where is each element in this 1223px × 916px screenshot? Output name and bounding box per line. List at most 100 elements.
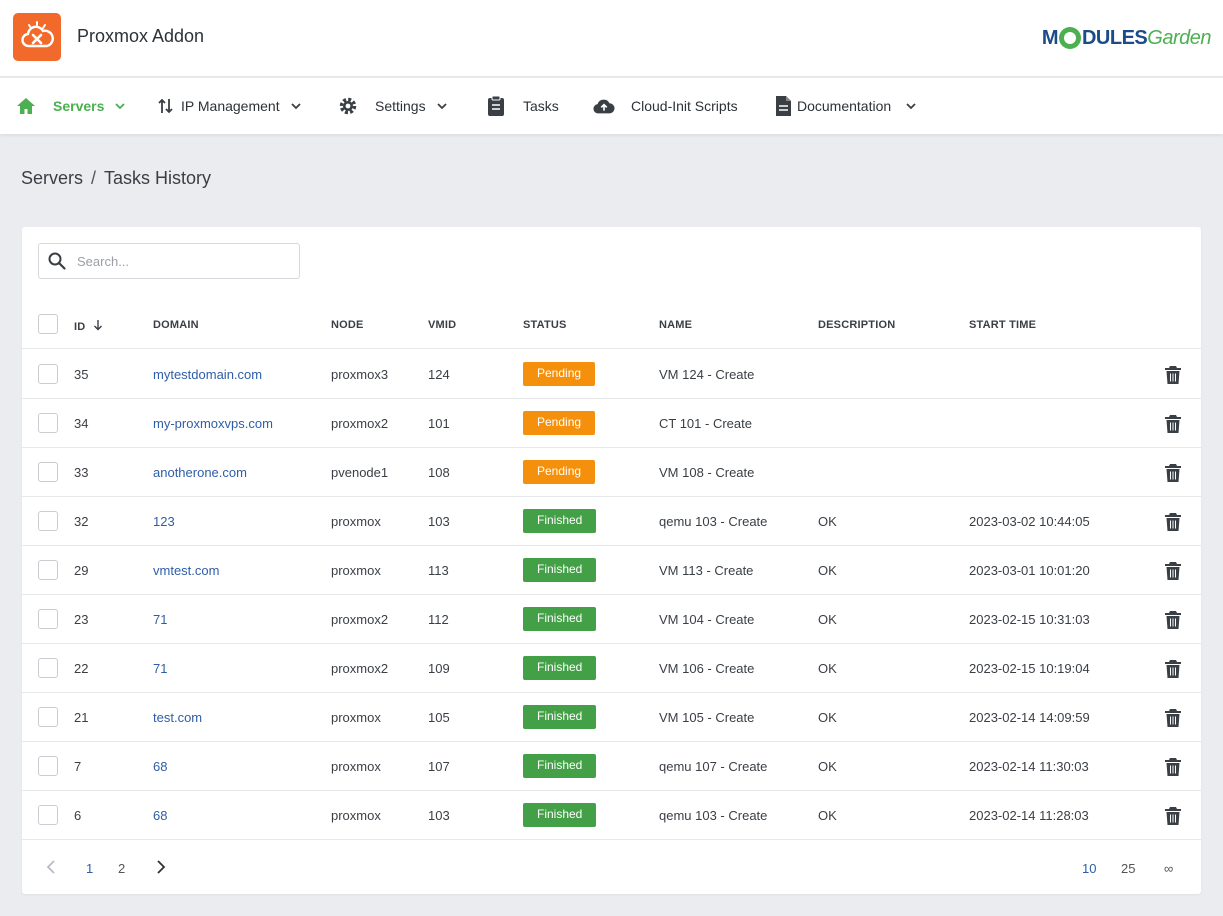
nav-item-tasks[interactable]: Tasks [485,78,559,134]
row-checkbox[interactable] [38,756,58,776]
cell-description: OK [818,514,837,529]
column-header-status[interactable]: STATUS [523,319,567,331]
sort-arrows-icon [155,95,177,117]
trash-icon[interactable] [1165,610,1181,629]
nav-item-ip-management[interactable]: IP Management [155,78,302,134]
cell-node: proxmox [331,514,381,529]
nav-label-settings: Settings [375,98,426,114]
home-icon [15,95,37,117]
status-badge: Finished [523,656,597,680]
row-checkbox[interactable] [38,413,58,433]
cell-start-time: 2023-02-15 10:19:04 [969,661,1090,676]
cloud-upload-icon [593,95,615,117]
column-header-name[interactable]: NAME [659,319,693,331]
trash-icon[interactable] [1165,414,1181,433]
brand-text-garden: Garden [1147,26,1211,49]
breadcrumb-servers[interactable]: Servers [21,168,84,188]
cell-start-time: 2023-02-15 10:31:03 [969,612,1090,627]
trash-icon[interactable] [1165,757,1181,776]
trash-icon[interactable] [1165,561,1181,580]
cell-vmid: 103 [428,808,450,823]
cell-start-time: 2023-02-14 11:28:03 [969,808,1089,823]
cell-domain[interactable]: my-proxmoxvps.com [153,416,273,431]
table-row: 35 mytestdomain.com proxmox3 124 VM 124 - Cr… [22,350,1201,399]
prev-page-icon[interactable] [46,860,56,877]
cell-description: OK [818,563,837,578]
page-size-all[interactable]: ∞ [1164,861,1174,876]
cell-id: 29 [74,563,89,578]
search-box[interactable] [38,243,300,279]
cell-domain[interactable]: anotherone.com [153,465,247,480]
nav-item-settings[interactable]: Settings [337,78,448,134]
nav-label-cloud-init-scripts: Cloud-Init Scripts [631,98,738,114]
nav-label-servers: Servers [53,98,105,114]
page-2-link[interactable]: 2 [118,861,126,876]
app-logo[interactable] [13,13,61,61]
row-checkbox[interactable] [38,511,58,531]
cell-node: proxmox2 [331,661,389,676]
trash-icon[interactable] [1165,708,1181,727]
cell-domain[interactable]: 71 [153,612,168,627]
cell-domain[interactable]: 71 [153,661,168,676]
column-header-id[interactable]: ID [74,319,103,334]
column-header-start-time[interactable]: START TIME [969,319,1037,331]
row-checkbox[interactable] [38,707,58,727]
trash-icon[interactable] [1165,365,1181,384]
cell-node: proxmox2 [331,416,389,431]
app-title: Proxmox Addon [77,26,205,46]
cell-id: 35 [74,367,89,382]
cell-vmid: 113 [428,563,449,578]
cell-start-time: 2023-03-02 10:44:05 [969,514,1090,529]
sort-arrow-down-icon [93,319,103,334]
next-page-icon[interactable] [156,860,166,877]
trash-icon[interactable] [1165,512,1181,531]
cell-domain[interactable]: test.com [153,710,203,725]
page-size-25[interactable]: 25 [1121,861,1136,876]
cell-id: 22 [74,661,89,676]
row-checkbox[interactable] [38,658,58,678]
chevron-down-icon [905,100,917,112]
nav-item-servers[interactable]: Servers [15,78,126,134]
row-checkbox[interactable] [38,462,58,482]
cell-description: OK [818,710,837,725]
cell-name: VM 104 - Create [659,612,755,627]
row-checkbox[interactable] [38,560,58,580]
select-all-checkbox[interactable] [38,314,58,334]
search-input[interactable] [77,244,292,278]
row-checkbox[interactable] [38,805,58,825]
cell-start-time: 2023-03-01 10:01:20 [969,563,1090,578]
trash-icon[interactable] [1165,806,1181,825]
cell-vmid: 109 [428,661,450,676]
search-icon [48,252,66,275]
trash-icon[interactable] [1165,463,1181,482]
nav-item-cloud-init-scripts[interactable]: Cloud-Init Scripts [593,78,738,134]
cell-domain[interactable]: vmtest.com [153,563,220,578]
page-1-link[interactable]: 1 [86,861,94,876]
status-badge: Finished [523,607,597,631]
clipboard-icon [485,95,507,117]
status-badge: Pending [523,362,596,386]
cell-vmid: 105 [428,710,450,725]
table-row: 22 71 proxmox2 109 VM 106 - Create OK 2023-02-… [22,644,1201,693]
column-header-node[interactable]: NODE [331,319,364,331]
table-row: 7 68 proxmox 107 qemu 107 - Create OK 2023-02-… [22,742,1201,791]
cell-domain[interactable]: 68 [153,759,168,774]
document-icon [772,95,794,117]
column-header-vmid[interactable]: VMID [428,319,457,331]
modulesgarden-logo[interactable]: M DULES Garden [1042,25,1211,51]
page-size-10[interactable]: 10 [1082,861,1097,876]
table-row: 6 68 proxmox 103 qemu 103 - Create OK 2023-02-… [22,791,1201,840]
trash-icon[interactable] [1165,659,1181,678]
row-checkbox[interactable] [38,609,58,629]
cell-domain[interactable]: 68 [153,808,168,823]
cell-name: CT 101 - Create [659,416,752,431]
main-nav: Servers IP Management Settings Tasks Clo… [0,78,1223,134]
nav-item-documentation[interactable]: Documentation [772,78,917,134]
column-header-description[interactable]: DESCRIPTION [818,319,896,331]
cell-domain[interactable]: mytestdomain.com [153,367,263,382]
row-checkbox[interactable] [38,364,58,384]
nav-label-documentation: Documentation [797,98,892,114]
column-header-domain[interactable]: DOMAIN [153,319,199,331]
cell-domain[interactable]: 123 [153,514,175,529]
table-row: 23 71 proxmox2 112 VM 104 - Create OK 2023-02-… [22,595,1201,644]
